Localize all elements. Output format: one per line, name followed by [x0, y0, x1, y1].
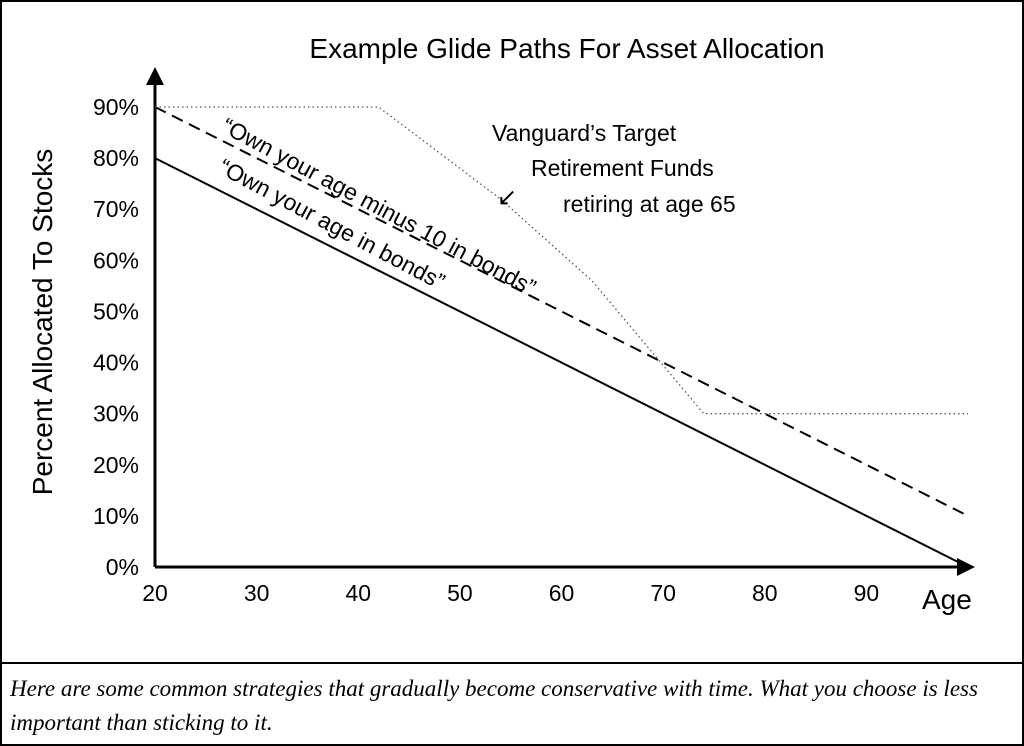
series-line-dotted	[155, 106, 968, 415]
caption-divider	[2, 662, 1022, 664]
annotation-arrow-icon: ↙	[497, 184, 517, 211]
y-tick-label: 60%	[93, 247, 139, 273]
x-tick-label: 30	[244, 580, 270, 606]
y-tick-label: 50%	[93, 298, 139, 324]
series-layer	[154, 106, 969, 568]
x-axis-label: Age	[922, 584, 972, 615]
chart-title: Example Glide Paths For Asset Allocation	[309, 33, 824, 64]
x-tick-label: 70	[650, 580, 676, 606]
y-axis-arrowhead	[146, 67, 164, 85]
y-tick-label: 10%	[93, 503, 139, 529]
vanguard-annotation-line-3: retiring at age 65	[563, 191, 736, 217]
vanguard-annotation-line-1: Vanguard’s Target	[492, 120, 677, 146]
x-tick-label: 20	[142, 580, 168, 606]
glide-path-chart: 20 30 40 50 60 70 80 90 0% 10% 20% 30% 40% 50% 60% 70% 8…	[27, 33, 975, 615]
x-tick-label: 50	[447, 580, 473, 606]
x-tick-label: 60	[549, 580, 575, 606]
x-tick-label: 80	[752, 580, 778, 606]
y-tick-label: 80%	[93, 145, 139, 171]
y-tick-label: 70%	[93, 196, 139, 222]
x-tick-label: 90	[854, 580, 880, 606]
y-tick-label: 90%	[93, 94, 139, 120]
y-tick-label: 0%	[106, 554, 139, 580]
y-axis-label: Percent Allocated To Stocks	[27, 149, 58, 496]
y-tick-label: 20%	[93, 452, 139, 478]
axes: 20 30 40 50 60 70 80 90 0% 10% 20% 30% 40% 50% 60% 70% 8…	[93, 67, 975, 606]
figure-caption: Here are some common strategies that gra…	[10, 676, 978, 735]
y-tick-label: 40%	[93, 350, 139, 376]
x-tick-label: 40	[345, 580, 371, 606]
vanguard-annotation-line-2: Retirement Funds	[531, 155, 714, 181]
y-tick-label: 30%	[93, 401, 139, 427]
series-line-solid	[154, 157, 969, 568]
